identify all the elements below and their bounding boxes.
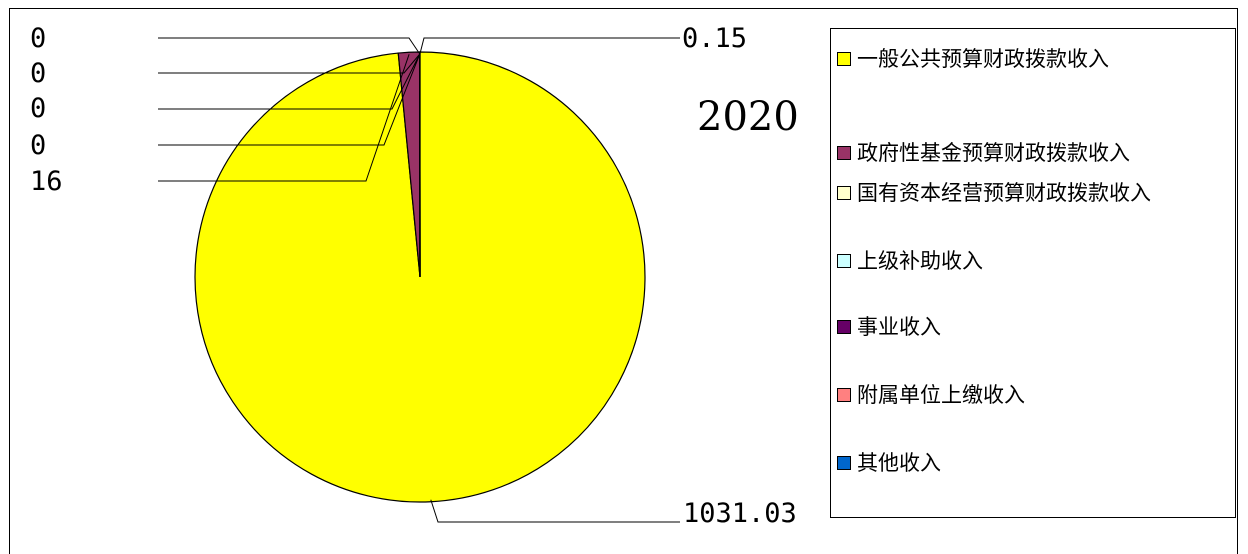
legend-item: 国有资本经营预算财政拨款收入 — [837, 180, 1217, 206]
data-label: 0 — [30, 130, 46, 161]
legend-swatch — [837, 320, 851, 334]
legend-swatch — [837, 146, 851, 160]
legend-label: 国有资本经营预算财政拨款收入 — [857, 180, 1217, 206]
legend-label: 上级补助收入 — [857, 248, 1217, 274]
legend-label: 一般公共预算财政拨款收入 — [857, 46, 1217, 72]
legend-item: 政府性基金预算财政拨款收入 — [837, 140, 1217, 166]
legend-swatch — [837, 456, 851, 470]
data-label: 1031.03 — [683, 498, 797, 529]
data-label: 0.15 — [682, 23, 747, 54]
legend-swatch — [837, 52, 851, 66]
legend-label: 附属单位上缴收入 — [857, 382, 1217, 408]
legend-label: 政府性基金预算财政拨款收入 — [857, 140, 1217, 166]
data-label: 0 — [30, 93, 46, 124]
leader-line — [420, 38, 680, 54]
legend-label: 其他收入 — [857, 450, 1217, 476]
pie-slices — [195, 52, 645, 502]
legend-swatch — [837, 254, 851, 268]
legend-item: 上级补助收入 — [837, 248, 1217, 274]
legend: 一般公共预算财政拨款收入政府性基金预算财政拨款收入国有资本经营预算财政拨款收入上… — [830, 28, 1236, 518]
legend-item: 一般公共预算财政拨款收入 — [837, 46, 1217, 72]
chart-title: 2020 — [697, 94, 799, 140]
legend-item: 附属单位上缴收入 — [837, 382, 1217, 408]
data-label: 0 — [30, 23, 46, 54]
data-label: 0 — [30, 58, 46, 89]
legend-swatch — [837, 186, 851, 200]
leader-line — [431, 500, 680, 522]
legend-label: 事业收入 — [857, 314, 1217, 340]
legend-item: 其他收入 — [837, 450, 1217, 476]
legend-item: 事业收入 — [837, 314, 1217, 340]
leader-line — [158, 38, 420, 54]
data-label: 16 — [30, 166, 63, 197]
legend-swatch — [837, 388, 851, 402]
